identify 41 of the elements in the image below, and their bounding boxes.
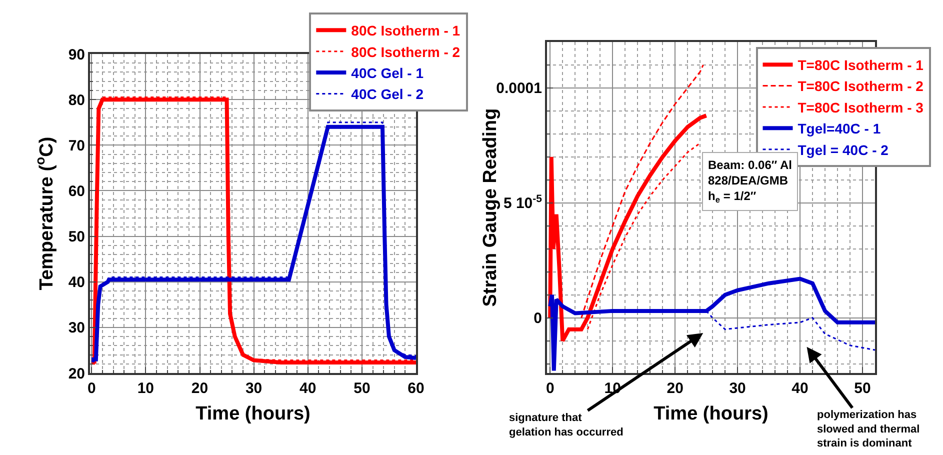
y-tick-label: 20 xyxy=(68,365,85,382)
y-tick-label: 60 xyxy=(68,182,85,200)
x-tick-label: 20 xyxy=(666,380,684,397)
x-tick-label: 0 xyxy=(87,380,96,397)
legend-label: Tgel=40C - 1 xyxy=(798,120,881,137)
x-tick-label: 40 xyxy=(300,380,316,397)
line-series xyxy=(580,64,704,319)
y-tick-label: 0.0001 xyxy=(496,80,542,98)
y-tick-label: 50 xyxy=(68,228,85,246)
y-tick-label: 80 xyxy=(68,92,85,109)
x-tick-label: 20 xyxy=(191,380,208,397)
y-tick-label: 40 xyxy=(68,274,85,292)
y-tick-label: 0 xyxy=(534,310,542,328)
y-tick-label: 70 xyxy=(68,137,85,154)
x-tick-label: 0 xyxy=(546,380,554,397)
x-axis-title: Time (hours) xyxy=(654,403,768,424)
legend-label: T=80C Isotherm - 2 xyxy=(798,78,924,94)
x-axis-title: Time (hours) xyxy=(196,403,310,424)
y-tick-label: 90 xyxy=(68,46,85,64)
legend-label: 40C Gel - 2 xyxy=(351,86,424,102)
text: polymerization has slowed and thermal strain is dominant xyxy=(817,409,920,450)
legend-label: T=80C Isotherm - 1 xyxy=(798,57,924,74)
y-tick-label: 5 10$^{-5}$ xyxy=(503,192,542,212)
x-tick-label: 40 xyxy=(792,380,808,397)
y-axis-title: Strain Gauge Reading xyxy=(480,108,501,307)
x-tick-label: 50 xyxy=(354,380,370,397)
annotation: Beam: 0.06″ Al 828/DEA/GMB h$_{e}$ = 1/2″ xyxy=(708,158,792,205)
text: signature that gelation has occurred xyxy=(509,412,624,438)
line-series xyxy=(548,114,708,343)
legend-label: Tgel = 40C - 2 xyxy=(798,142,889,158)
x-tick-label: 30 xyxy=(245,380,262,397)
legend-label: 80C Isotherm - 1 xyxy=(351,22,460,39)
y-tick-label: 30 xyxy=(68,320,85,337)
x-tick-label: 10 xyxy=(137,380,154,397)
x-tick-label: 30 xyxy=(729,380,746,397)
legend-label: T=80C Isotherm - 3 xyxy=(798,99,924,116)
x-tick-label: 60 xyxy=(408,380,424,397)
x-tick-label: 50 xyxy=(854,380,871,397)
line-series xyxy=(586,142,701,330)
legend-label: 40C Gel - 1 xyxy=(351,64,424,81)
legend-label: 80C Isotherm - 2 xyxy=(351,44,460,60)
